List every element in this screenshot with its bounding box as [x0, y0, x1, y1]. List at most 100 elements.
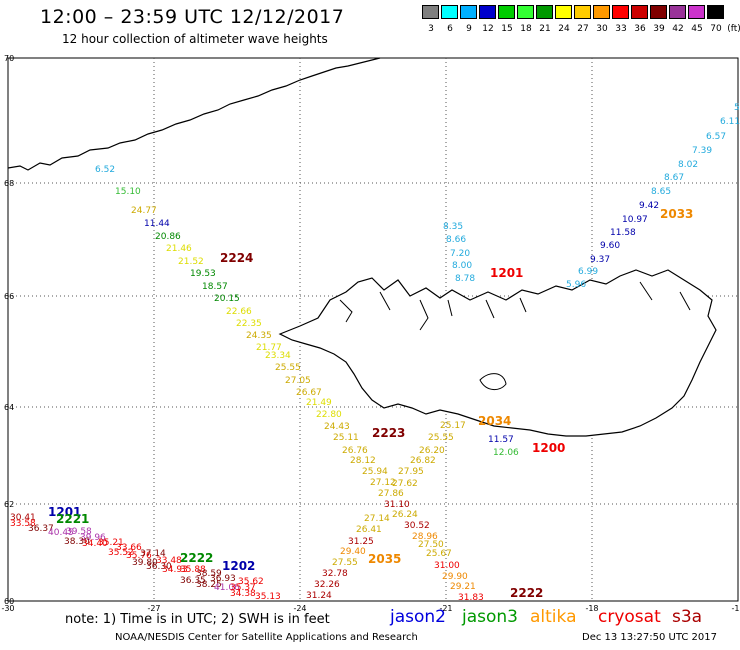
scale-label: 3: [428, 24, 434, 34]
scale-swatch: [593, 5, 610, 19]
latitude-label: 62: [4, 500, 14, 509]
wave-height-value: 26.24: [392, 510, 418, 520]
wave-height-value: 27.12: [370, 478, 396, 488]
latitude-label: 64: [4, 403, 14, 412]
latitude-label: 68: [4, 179, 14, 188]
map-frame: [7, 57, 739, 602]
wave-height-value: 35.52: [108, 548, 134, 558]
wave-height-value: 9.42: [639, 201, 659, 211]
wave-height-value: 25.94: [362, 467, 388, 477]
wave-height-value: 40.45: [48, 528, 74, 538]
wave-height-value: 22.80: [316, 410, 342, 420]
wave-height-value: 11.44: [144, 219, 170, 229]
wave-height-value: 38.25: [196, 580, 222, 590]
wave-height-value: 26.67: [296, 388, 322, 398]
scale-label: 27: [577, 24, 589, 34]
scale-label: 30: [596, 24, 608, 34]
wave-height-value: 39.96: [80, 533, 106, 543]
scale-label: 15: [501, 24, 513, 34]
wave-height-value: 32.78: [322, 569, 348, 579]
pass-time-label: 2224: [220, 251, 253, 265]
wave-height-value: 26.41: [356, 525, 382, 535]
scale-label: 45: [691, 24, 703, 34]
wave-height-value: 22.66: [226, 307, 252, 317]
pass-time-label: 2221: [56, 512, 89, 526]
wave-height-value: 7.39: [692, 146, 712, 156]
iceland-coastline: [278, 269, 717, 437]
wave-height-value: 20.86: [155, 232, 181, 242]
scale-unit: (ft): [727, 24, 740, 34]
scale-swatch: [707, 5, 724, 19]
wave-height-value: 6.52: [95, 165, 115, 175]
wave-height-value: 26.20: [419, 446, 445, 456]
wave-height-value: 25.17: [440, 421, 466, 431]
pass-time-labels: 2224120120332034120022232035222212012221…: [48, 207, 693, 600]
wave-height-value: 35.62: [238, 577, 264, 587]
scale-label: 18: [520, 24, 532, 34]
wave-height-value: 9.60: [600, 241, 620, 251]
wave-height-value: 27.50: [418, 540, 444, 550]
wave-height-value: 22.35: [236, 319, 262, 329]
scale-swatch: [460, 5, 477, 19]
longitude-label: -15: [731, 604, 740, 613]
wave-height-value: 27.62: [392, 479, 418, 489]
wave-height-value: 8.67: [664, 173, 684, 183]
wave-height-value: 24.35: [246, 331, 272, 341]
wave-height-value: 38.59: [196, 569, 222, 579]
wave-height-value: 36.35: [180, 576, 206, 586]
wave-height-value: 20.15: [214, 294, 240, 304]
wave-height-value: 35.37: [230, 583, 256, 593]
wave-height-value: 21.77: [256, 343, 282, 353]
wave-height-value: 25.11: [333, 433, 359, 443]
scale-swatch: [422, 5, 439, 19]
wave-height-value: 31.83: [458, 593, 484, 603]
wave-height-value: 25.55: [428, 433, 454, 443]
wave-height-value: 21.49: [306, 398, 332, 408]
wave-height-value: 24.77: [131, 206, 157, 216]
wave-height-value: 25.67: [426, 549, 452, 559]
longitude-label: -27: [147, 604, 160, 613]
scale-swatch: [441, 5, 458, 19]
wave-height-value: 27.86: [378, 489, 404, 499]
wave-height-value: 33.58: [10, 519, 36, 529]
footer-note: note: 1) Time is in UTC; 2) SWH is in fe…: [65, 612, 330, 627]
wave-height-value: 10.97: [622, 215, 648, 225]
wave-height-value: 6.99: [578, 267, 598, 277]
wave-height-value: 12.06: [493, 448, 519, 458]
pass-time-label: 2222: [180, 551, 213, 565]
pass-time-label: 2033: [660, 207, 693, 221]
page-subtitle: 12 hour collection of altimeter wave hei…: [62, 32, 328, 46]
wave-height-value: 23.34: [265, 351, 291, 361]
wave-height-value: 27.14: [364, 514, 390, 524]
scale-label: 70: [710, 24, 722, 34]
wave-height-value: 11.58: [610, 228, 636, 238]
wave-height-value: 30.52: [404, 521, 430, 531]
wave-height-value: 33.48: [156, 556, 182, 566]
pass-time-label: 1201: [490, 266, 523, 280]
scale-label: 39: [653, 24, 665, 34]
longitude-label: -18: [585, 604, 598, 613]
wave-height-value: 6.11: [720, 117, 740, 127]
scale-label: 24: [558, 24, 570, 34]
wave-height-value: 15.10: [115, 187, 141, 197]
longitude-labels: -30 -27 -24 -21 -18 -15: [1, 604, 740, 613]
wave-height-value: 32.26: [314, 580, 340, 590]
wave-height-value: 18.57: [202, 282, 228, 292]
scale-label: 42: [672, 24, 684, 34]
wave-height-value: 38.30: [64, 537, 90, 547]
scale-swatch: [479, 5, 496, 19]
wave-height-value: 29.21: [450, 582, 476, 592]
wave-height-value: 25.55: [275, 363, 301, 373]
page-title: 12:00 – 23:59 UTC 12/12/2017: [40, 6, 345, 28]
mission-legend-altika: altika: [530, 607, 577, 627]
wave-height-value: 31.00: [434, 561, 460, 571]
latitude-label: 60: [4, 597, 14, 606]
wave-height-value: 8.35: [443, 222, 463, 232]
wave-height-value: 31.24: [306, 591, 332, 601]
wave-height-value: 35.21: [98, 538, 124, 548]
wave-height-value: 27.05: [285, 376, 311, 386]
pass-time-label: 1201: [48, 505, 81, 519]
pass-time-label: 2222: [510, 586, 543, 600]
wave-height-value: 8.66: [446, 235, 466, 245]
